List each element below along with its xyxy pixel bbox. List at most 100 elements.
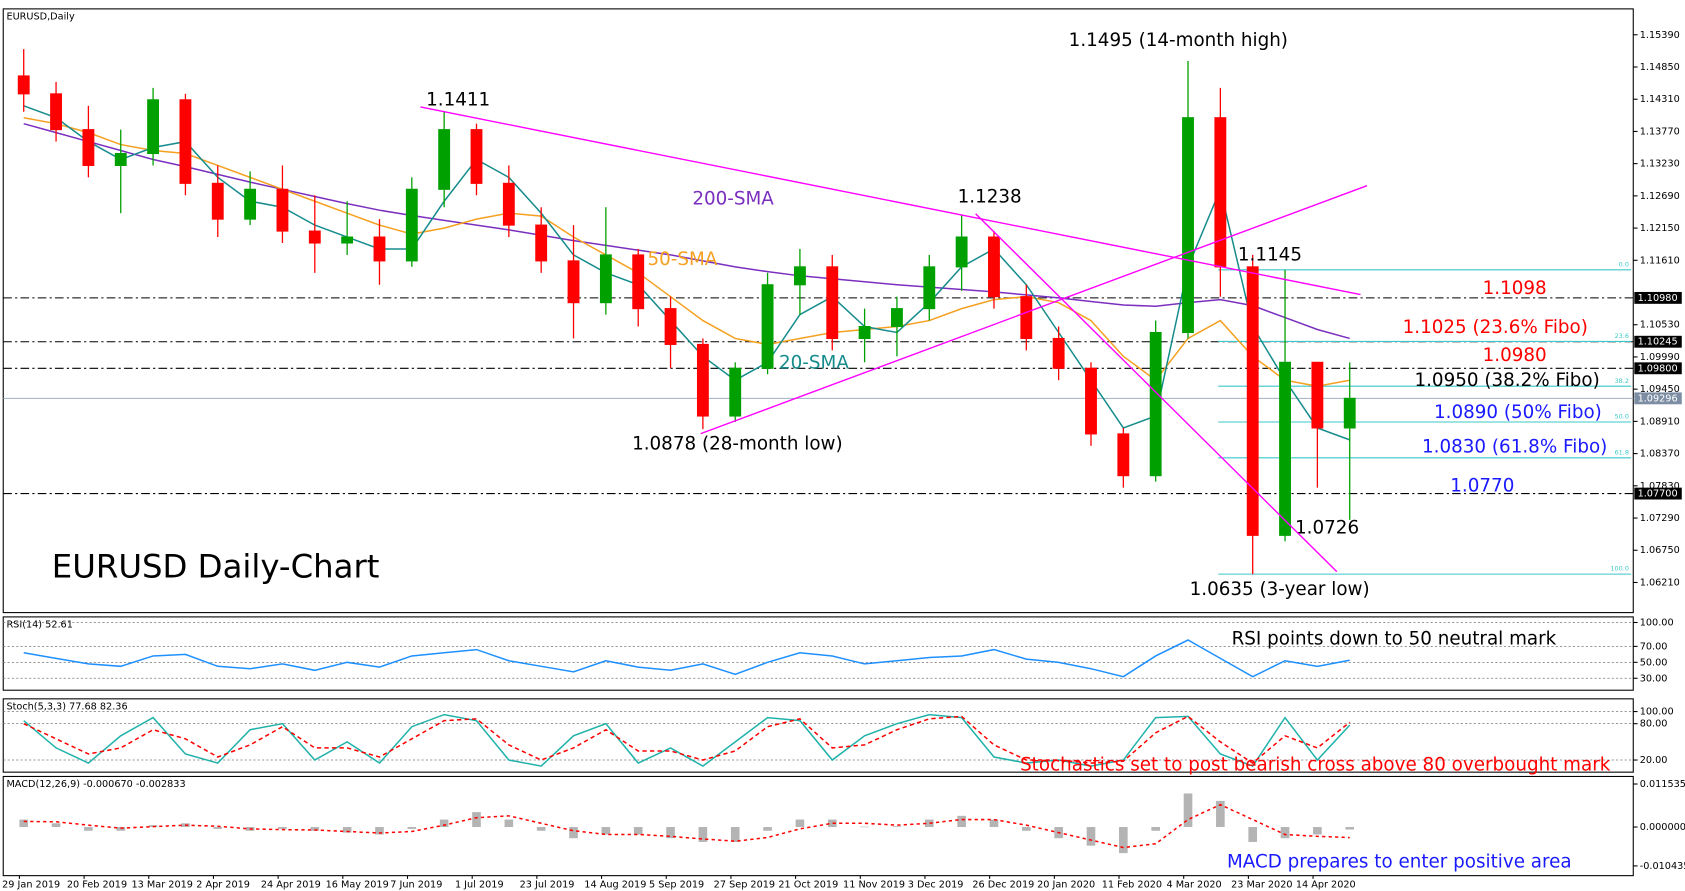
trendline: [420, 106, 1361, 296]
candle-body: [923, 266, 936, 310]
y-tick-label: 1.07830: [1640, 481, 1680, 492]
indicator-line: [23, 715, 1351, 765]
macd-bar: [730, 827, 740, 842]
indicator-line: [23, 713, 1351, 768]
y-tick-label: 1.08910: [1640, 416, 1680, 427]
candle-body: [373, 236, 386, 262]
macd-bar: [536, 827, 546, 831]
candle-body: [793, 266, 806, 286]
annotation: 1.0980: [1483, 345, 1547, 366]
candle-body: [1020, 296, 1033, 339]
annotation: 1.0890 (50% Fibo): [1434, 402, 1602, 423]
candle-body: [1149, 331, 1162, 477]
y-tick-label: 1.15390: [1640, 30, 1680, 41]
price-label-box: [1634, 362, 1682, 375]
panel-frame: [2, 8, 1634, 614]
price-label: 1.09800: [1638, 363, 1678, 374]
candle-body: [988, 236, 1000, 298]
trendlines: [420, 106, 1368, 573]
macd-bar: [892, 826, 902, 828]
y-tick-label: 1.13230: [1640, 159, 1680, 170]
macd-bar: [51, 823, 61, 828]
trendline: [700, 185, 1368, 435]
candle-body: [891, 308, 903, 328]
y-tick-label: 50.00: [1640, 657, 1668, 668]
price-label-box: [1634, 335, 1682, 348]
x-tick-label: 13 Mar 2019: [132, 879, 193, 890]
x-tick-label: 21 Oct 2019: [778, 879, 838, 890]
x-tick-label: 20 Feb 2019: [67, 879, 127, 890]
panel-title: MACD(12,26,9) -0.000670 -0.002833: [6, 779, 185, 790]
x-tick-label: 24 Apr 2019: [261, 879, 321, 890]
y-tick-label: 1.12690: [1640, 191, 1680, 202]
x-tick-label: 5 Sep 2019: [649, 879, 704, 890]
candle-body: [17, 75, 30, 95]
candle-body: [1311, 361, 1324, 429]
macd-bar: [407, 827, 417, 829]
fibo-label: 100.0: [1610, 565, 1628, 573]
macd-bar: [439, 819, 449, 828]
annotation: 1.0726: [1295, 518, 1359, 539]
indicator-line: [23, 803, 1350, 849]
candle-body: [147, 99, 160, 155]
y-tick-label: 20.00: [1640, 755, 1668, 766]
panel-frame: [2, 775, 1634, 877]
candle-body: [1246, 266, 1259, 536]
macd-bar: [1345, 827, 1355, 830]
panel-frame: [2, 616, 1634, 691]
x-tick-label: 20 Jan 2020: [1037, 879, 1095, 890]
annotation: EURUSD Daily-Chart: [52, 547, 380, 585]
macd-bar: [763, 827, 772, 831]
candle-body: [244, 188, 257, 220]
candle-body: [211, 182, 224, 220]
macd-bar: [213, 827, 223, 829]
macd-bar: [1280, 827, 1290, 839]
y-tick-label: 1.11610: [1640, 255, 1680, 266]
sma-label: 20-SMA: [779, 353, 849, 374]
y-tick-label: 1.09990: [1640, 352, 1680, 363]
macd-bar: [375, 827, 384, 835]
x-tick-label: 1 Jul 2019: [455, 879, 504, 890]
macd-bar: [278, 827, 287, 829]
macd-bar: [1216, 800, 1225, 828]
fibo-label: 0.0: [1619, 260, 1629, 268]
candle-body: [1052, 337, 1065, 369]
y-tick-label: 1.06210: [1640, 577, 1680, 588]
macd-bar: [1119, 827, 1128, 854]
x-tick-label: 11 Feb 2020: [1102, 879, 1162, 890]
y-tick-label: 0.011535: [1640, 779, 1685, 790]
macd-bar: [504, 819, 514, 828]
annotation: 1.0635 (3-year low): [1190, 579, 1370, 600]
fibo-label: 50.0: [1615, 413, 1629, 421]
y-tick-label: 1.07290: [1640, 513, 1680, 524]
candle-body: [858, 325, 871, 339]
fibo-label: 61.8: [1615, 448, 1629, 456]
price-label: 1.10245: [1638, 337, 1678, 348]
macd-bar: [1248, 827, 1258, 842]
candle-body: [535, 224, 548, 262]
y-tick-label: 1.12150: [1640, 223, 1680, 234]
x-tick-label: 4 Mar 2020: [1166, 879, 1221, 890]
x-tick-label: 23 Mar 2020: [1231, 879, 1292, 890]
indicator-line: [23, 639, 1350, 678]
macd-bar: [957, 815, 966, 828]
annotation: 1.0878 (28-month low): [632, 433, 843, 454]
candle-body: [50, 93, 62, 131]
candle-body: [1182, 117, 1194, 334]
x-tick-label: 14 Aug 2019: [584, 879, 646, 890]
fibo-label: 38.2: [1615, 377, 1629, 385]
annotation: 1.0830 (61.8% Fibo): [1422, 437, 1607, 458]
price-label-box: [1634, 392, 1682, 405]
candle-body: [696, 343, 709, 417]
macd-bar: [84, 827, 93, 831]
trendline: [975, 213, 1338, 573]
candle-body: [82, 129, 95, 166]
macd-bar: [795, 819, 805, 828]
x-tick-label: 7 Jun 2019: [390, 879, 442, 890]
macd-bar: [860, 826, 869, 828]
annotation: MACD prepares to enter positive area: [1227, 852, 1572, 873]
price-label: 1.10980: [1638, 293, 1678, 304]
